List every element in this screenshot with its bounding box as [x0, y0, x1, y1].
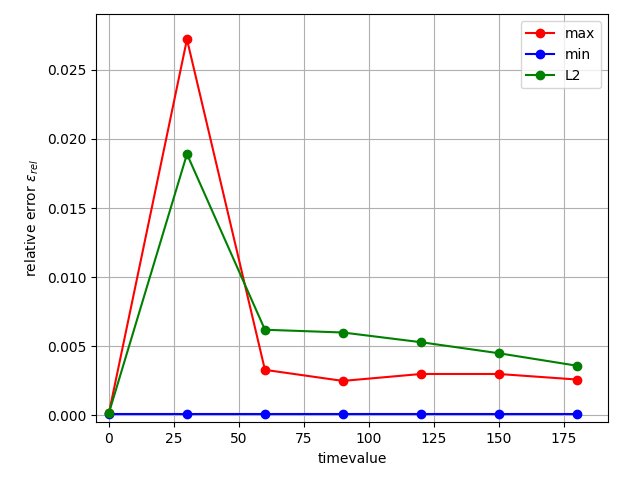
max [261, 367, 269, 373]
min [495, 411, 502, 417]
max [495, 371, 502, 377]
Y-axis label: relative error $\varepsilon_{rel}$: relative error $\varepsilon_{rel}$ [24, 159, 41, 277]
L2 [339, 330, 347, 336]
min [339, 411, 347, 417]
L2 [105, 410, 113, 416]
min [261, 411, 269, 417]
L2 [261, 327, 269, 333]
L2 [495, 350, 502, 356]
max [417, 371, 425, 377]
min [573, 411, 580, 417]
L2 [573, 363, 580, 369]
Line: max: max [105, 35, 581, 417]
max [105, 410, 113, 416]
L2 [183, 151, 191, 157]
L2 [417, 339, 425, 345]
max [183, 36, 191, 42]
max [573, 377, 580, 383]
Line: L2: L2 [105, 150, 581, 417]
X-axis label: timevalue: timevalue [317, 452, 387, 466]
min [183, 411, 191, 417]
Legend: max, min, L2: max, min, L2 [521, 21, 601, 88]
Line: min: min [105, 410, 581, 418]
max [339, 378, 347, 384]
min [417, 411, 425, 417]
min [105, 411, 113, 417]
